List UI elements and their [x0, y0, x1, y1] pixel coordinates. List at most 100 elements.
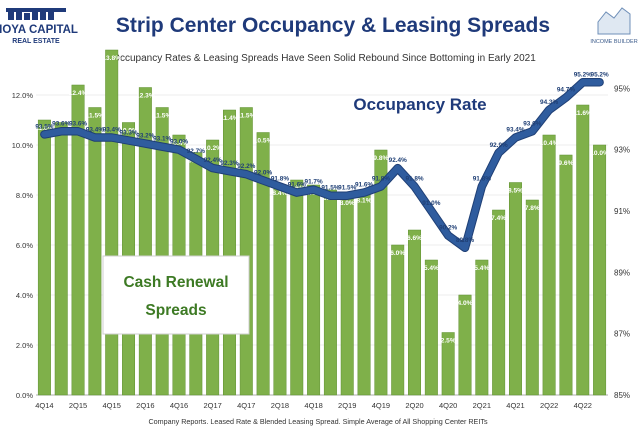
- bar-data-label: 10.4%: [540, 140, 559, 147]
- line-data-label: 92.0%: [254, 169, 272, 176]
- y-left-tick-label: 0.0%: [16, 391, 33, 400]
- bar: [88, 107, 102, 396]
- line-data-label: 92.4%: [204, 157, 222, 164]
- y-left-tick-label: 12.0%: [12, 91, 34, 100]
- bar-data-label: 10.9%: [119, 128, 138, 135]
- bar: [475, 259, 489, 396]
- bar-data-label: 7.8%: [525, 205, 540, 212]
- bar-data-label: 10.5%: [254, 138, 273, 145]
- line-data-label: 92.2%: [237, 163, 255, 170]
- bar: [441, 332, 455, 396]
- line-data-label: 92.7%: [187, 148, 205, 155]
- x-tick-label: 4Q18: [304, 401, 322, 410]
- bar: [256, 132, 270, 396]
- line-data-label: 93.3%: [119, 130, 137, 137]
- x-tick-label: 4Q14: [35, 401, 53, 410]
- line-data-label: 89.8%: [456, 237, 474, 244]
- line-data-label: 91.7%: [305, 179, 323, 186]
- y-right-tick-label: 93%: [614, 146, 630, 155]
- spreads-annotation-line2: Spreads: [145, 302, 206, 319]
- line-data-label: 92.9%: [490, 142, 508, 149]
- x-tick-label: 2Q18: [271, 401, 289, 410]
- bar: [525, 199, 539, 396]
- chart-title: Strip Center Occupancy & Leasing Spreads: [116, 14, 550, 37]
- bar-data-label: 11.0%: [35, 125, 53, 132]
- bar-data-label: 11.4%: [220, 115, 238, 122]
- line-data-label: 93.5%: [35, 123, 53, 130]
- hoya-capital-logo: HOYA CAPITAL REAL ESTATE: [0, 8, 78, 45]
- spreads-annotation-box: Cash Renewal Spreads: [102, 255, 250, 335]
- y-left-tick-label: 4.0%: [16, 291, 33, 300]
- bar-data-label: 4.0%: [457, 300, 472, 307]
- line-data-label: 91.5%: [338, 185, 356, 192]
- bar-data-label: 2.5%: [441, 338, 456, 345]
- bar: [71, 84, 85, 396]
- bar: [239, 107, 253, 396]
- bar: [340, 194, 354, 396]
- bar-data-label: 8.0%: [340, 200, 355, 207]
- y-right-tick-label: 89%: [614, 268, 630, 277]
- bar-data-label: 8.1%: [357, 198, 372, 205]
- y-left-tick-label: 2.0%: [16, 341, 33, 350]
- spreads-annotation-line1: Cash Renewal: [123, 274, 228, 291]
- bar: [105, 49, 119, 396]
- bar: [424, 259, 438, 396]
- bar: [307, 184, 321, 396]
- bar: [54, 122, 68, 396]
- line-data-label: 94.3%: [540, 99, 558, 106]
- logo-building-4: [32, 9, 38, 20]
- y-left-tick-label: 8.0%: [16, 191, 33, 200]
- bar: [542, 134, 556, 396]
- line-data-label: 92.4%: [389, 157, 407, 164]
- line-data-label: 93.6%: [52, 120, 70, 127]
- logo-building-2: [16, 10, 22, 20]
- x-tick-label: 2Q20: [405, 401, 423, 410]
- chart-subtitle: Occupancy Rates & Leasing Spreads Have S…: [112, 53, 536, 64]
- bar-data-label: 5.4%: [424, 265, 439, 272]
- line-data-label: 91.8%: [405, 176, 423, 183]
- occupancy-annotation: Occupancy Rate: [353, 95, 486, 114]
- line-data-label: 94.7%: [557, 87, 575, 94]
- line-data-label: 91.0%: [422, 200, 440, 207]
- bar: [323, 189, 337, 396]
- bar-data-label: 7.4%: [491, 215, 506, 222]
- bar-data-label: 11.5%: [86, 113, 104, 120]
- bar-data-label: 5.4%: [474, 265, 489, 272]
- x-tick-label: 2Q15: [69, 401, 87, 410]
- line-data-label: 91.6%: [288, 182, 306, 189]
- y-right-tick-label: 95%: [614, 84, 630, 93]
- line-data-label: 91.8%: [473, 176, 491, 183]
- y-right-tick-label: 91%: [614, 207, 630, 216]
- bar-data-label: 10.4%: [170, 140, 189, 147]
- y-left-tick-label: 6.0%: [16, 241, 33, 250]
- line-data-label: 93.0%: [170, 139, 188, 146]
- x-tick-label: 2Q16: [136, 401, 154, 410]
- bar-data-label: 10.2%: [203, 145, 222, 152]
- line-data-label: 93.1%: [153, 136, 171, 143]
- bar-data-label: 10.0%: [590, 150, 609, 157]
- x-tick-label: 4Q16: [170, 401, 188, 410]
- bar-data-label: 13.8%: [102, 55, 121, 62]
- x-tick-label: 2Q21: [473, 401, 491, 410]
- line-data-label: 93.4%: [103, 126, 121, 133]
- bar: [37, 119, 51, 396]
- x-tick-label: 2Q19: [338, 401, 356, 410]
- logo-building-3: [24, 13, 30, 20]
- occupancy-line: [41, 79, 603, 252]
- bar-data-label: 8.4%: [272, 190, 287, 197]
- bar-data-label: 11.6%: [574, 110, 592, 117]
- x-tick-label: 2Q17: [203, 401, 221, 410]
- bar: [374, 149, 388, 396]
- logo-text-line1: HOYA CAPITAL: [0, 24, 78, 36]
- bar: [273, 184, 287, 396]
- spreads-annotation-bg: [102, 255, 250, 335]
- bar: [357, 192, 371, 396]
- y-right-tick-label: 87%: [614, 330, 630, 339]
- bar-data-label: 11.5%: [153, 113, 171, 120]
- bar-data-label: 9.8%: [373, 155, 388, 162]
- line-data-label: 93.6%: [523, 120, 541, 127]
- bar-data-label: 6.6%: [407, 235, 422, 242]
- line-data-label: 91.8%: [271, 176, 289, 183]
- line-data-label: 95.2%: [591, 71, 609, 78]
